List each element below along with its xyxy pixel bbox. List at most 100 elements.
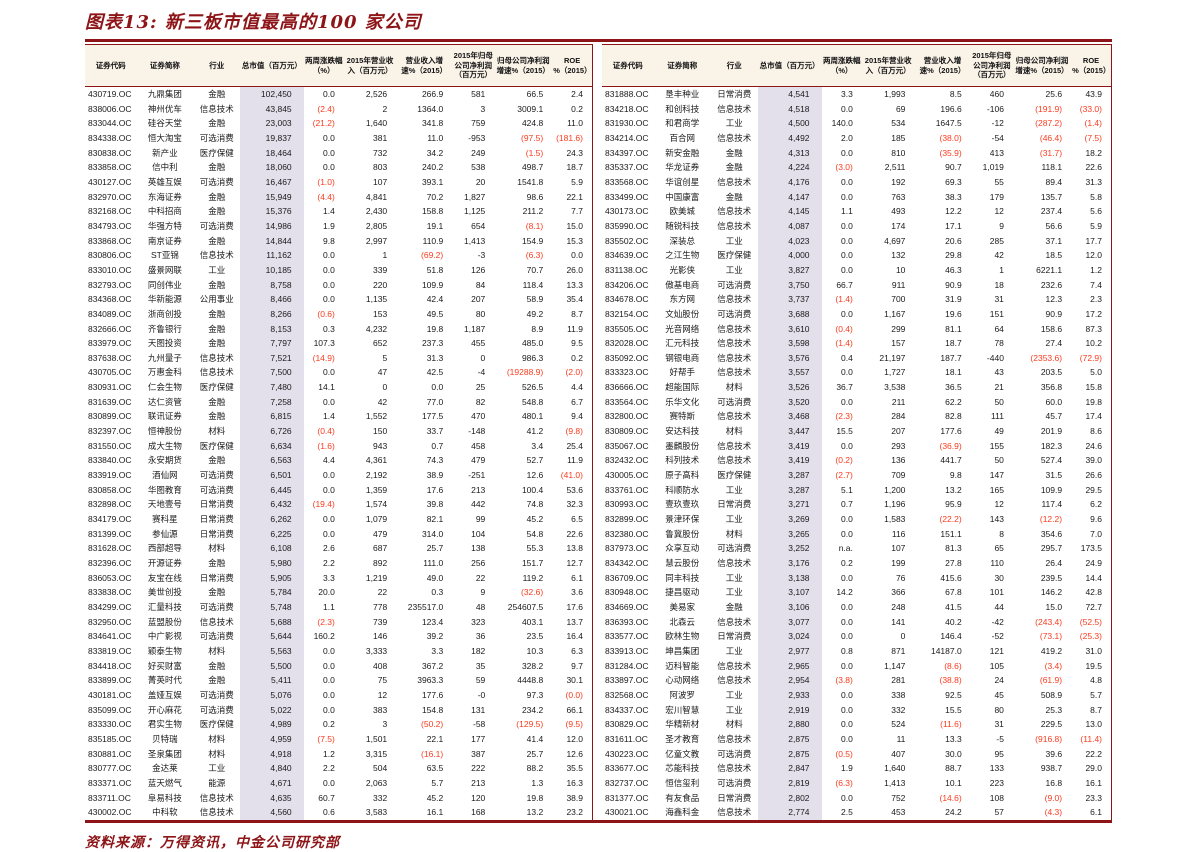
cell-industry: 医疗保健	[199, 147, 234, 158]
cell-mktcap: 4,147	[757, 189, 822, 205]
table-row: 833577.OC 欧林生物 日常消费 3,024 0.0 0 146.4 -52 (73.1)…	[602, 629, 1112, 644]
cell-revenue-2015: 1,135	[365, 294, 388, 305]
cell-revenue-growth: (38.0)	[939, 132, 962, 143]
cell-industry: 可选消费	[717, 308, 752, 319]
column-header: 2015年归母公司净利润（百万元）	[970, 44, 1013, 87]
cell-roe: 6.1	[571, 572, 583, 583]
cell-revenue-2015: 687	[372, 543, 388, 554]
cell-net-profit: 1,827	[464, 191, 486, 202]
cell-revenue-2015: 116	[891, 528, 906, 539]
cell-name: 捷昌驱动	[665, 587, 700, 598]
cell-roe: 22.6	[1085, 162, 1102, 173]
cell-profit-growth: (1.5)	[525, 147, 544, 158]
cell-roe: 5.8	[1090, 191, 1102, 202]
cell-mktcap: 6,726	[240, 424, 304, 439]
cell-code: 831888.OC	[605, 89, 649, 99]
cell-revenue-growth: 41.5	[945, 601, 962, 612]
cell-profit-growth: 6221.1	[1036, 264, 1063, 275]
cell-industry: 金融	[208, 558, 226, 568]
cell-industry: 信息技术	[717, 294, 752, 305]
cell-revenue-2015: 803	[372, 162, 388, 173]
cell-roe: 12.7	[566, 558, 583, 568]
cell-revenue-2015: 211	[891, 396, 906, 407]
cell-mktcap: 3,688	[757, 306, 822, 322]
table-row: 430223.OC 亿童文教 可选消费 2,875 (0.5) 407 30.0 95 39.6…	[602, 746, 1112, 762]
cell-net-profit: -12	[991, 118, 1004, 129]
cell-profit-growth: 16.8	[1045, 777, 1063, 788]
cell-net-profit: 1,019	[982, 162, 1004, 173]
cell-mktcap: 3,107	[757, 585, 822, 600]
cell-code: 834669.OC	[605, 601, 649, 612]
cell-name: 酒仙网	[152, 470, 178, 481]
cell-revenue-growth: 266.9	[421, 89, 444, 99]
cell-2w-change: 0.0	[323, 470, 335, 481]
cell-industry: 金融	[208, 660, 226, 671]
cell-2w-change: 0.0	[841, 191, 853, 202]
cell-mktcap: 11,162	[240, 248, 304, 263]
cell-profit-growth: 25.6	[1045, 89, 1063, 99]
cell-roe: (2.0)	[565, 367, 583, 378]
cell-profit-growth: 211.2	[522, 206, 544, 217]
cell-mktcap: 7,500	[240, 365, 304, 381]
cell-revenue-2015: 4,841	[365, 191, 388, 202]
cell-revenue-2015: 871	[891, 645, 906, 656]
cell-2w-change: 0.2	[841, 558, 853, 568]
cell-roe: 173.5	[1080, 543, 1102, 554]
cell-net-profit: 48	[475, 601, 486, 612]
table-row: 834418.OC 好买财富 金融 5,500 0.0 408 367.2 35 328.2 9.…	[85, 658, 593, 674]
cell-industry: 公用事业	[199, 294, 234, 305]
column-header: 证券代码	[85, 44, 137, 87]
cell-revenue-2015: 2,805	[365, 220, 388, 231]
cell-name: 中科软	[152, 807, 178, 818]
cell-revenue-2015: 75	[377, 675, 388, 686]
cell-name: 同丰科技	[665, 572, 700, 583]
cell-profit-growth: 485.0	[521, 338, 544, 349]
table-row: 835505.OC 光音网络 信息技术 3,610 (0.4) 299 81.1 64 158.…	[602, 321, 1112, 337]
cell-roe: (9.5)	[565, 719, 583, 730]
cell-2w-change: 0.3	[323, 323, 335, 334]
cell-revenue-2015: 493	[891, 206, 906, 217]
cell-profit-growth: 52.7	[526, 455, 544, 466]
cell-profit-growth: (287.2)	[1035, 118, 1063, 129]
cell-code: 835185.OC	[88, 733, 132, 744]
cell-code: 833330.OC	[88, 719, 132, 730]
cell-profit-growth: 58.9	[526, 294, 544, 305]
cell-net-profit: 95	[994, 748, 1004, 759]
cell-net-profit: 323	[471, 616, 486, 627]
cell-revenue-growth: 240.2	[421, 162, 444, 173]
cell-revenue-growth: 82.8	[945, 411, 962, 422]
cell-net-profit: 131	[471, 704, 486, 715]
cell-revenue-growth: 38.3	[945, 191, 962, 202]
cell-roe: 22.2	[1085, 748, 1102, 759]
cell-name: 傲基电商	[665, 279, 700, 290]
cell-net-profit: 64	[994, 323, 1004, 334]
company-table-left: 证券代码 证券简称 行业 总市值（百万元） 两周涨跌幅（%） 2015年营业收入（百万元）…	[85, 44, 593, 820]
cell-revenue-2015: 1,413	[884, 777, 906, 788]
cell-industry: 信息技术	[717, 323, 752, 334]
cell-industry: 材料	[208, 645, 226, 656]
cell-2w-change: (1.4)	[835, 338, 853, 349]
cell-profit-growth: 88.2	[526, 763, 544, 774]
cell-net-profit: 470	[471, 411, 486, 422]
column-header: 2015年归母公司净利润（百万元）	[452, 44, 495, 87]
cell-industry: 可选消费	[717, 777, 752, 788]
cell-net-profit: 31	[994, 294, 1004, 305]
column-header: 2015年营业收入（百万元）	[861, 44, 915, 87]
cell-name: 华谊创星	[665, 176, 700, 187]
cell-revenue-2015: 1,147	[884, 660, 906, 671]
cell-mktcap: 6,108	[240, 541, 304, 556]
cell-industry: 可选消费	[199, 470, 234, 481]
cell-profit-growth: 12.3	[1045, 294, 1063, 305]
cell-revenue-2015: 136	[891, 455, 906, 466]
cell-net-profit: 44	[994, 601, 1004, 612]
table-row: 833919.OC 酒仙网 可选消费 6,501 0.0 2,192 38.9 -251 12.…	[85, 468, 593, 483]
cell-profit-growth: 3009.1	[517, 103, 544, 114]
cell-revenue-2015: 0	[900, 631, 906, 642]
cell-net-profit: -58	[472, 719, 486, 730]
cell-industry: 信息技术	[717, 455, 752, 466]
cell-industry: 信息技术	[199, 352, 234, 363]
cell-profit-growth: 356.8	[1040, 382, 1063, 393]
cell-revenue-growth: 154.8	[421, 704, 444, 715]
cell-2w-change: 0.0	[323, 660, 335, 671]
cell-code: 833323.OC	[605, 367, 649, 378]
